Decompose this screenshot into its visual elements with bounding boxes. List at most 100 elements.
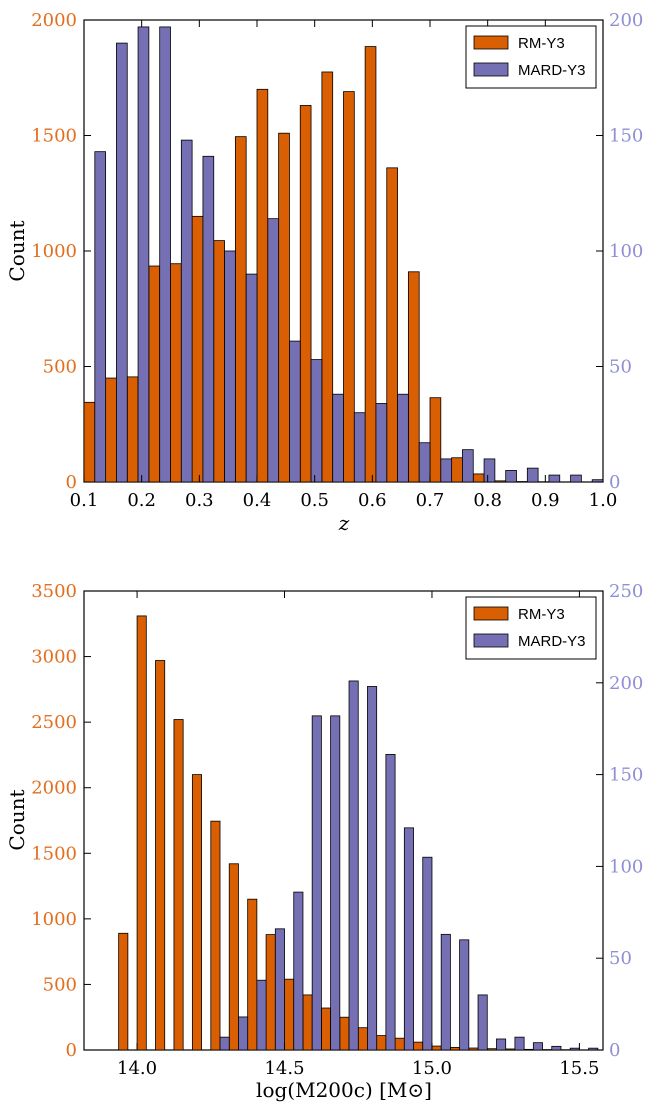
- bar-mard-y3-1-22: [532, 1042, 543, 1051]
- x-ticks-mass: 14.0 14.5 15.0 15.5: [117, 591, 599, 1079]
- bar-rm-y3-0-4: [170, 263, 182, 483]
- bar-rm-y3-0-1: [105, 377, 117, 483]
- y-tick-label-left: 0: [66, 472, 77, 493]
- bar-mard-y3-1-15: [403, 827, 414, 1051]
- bar-rm-y3-1-3: [173, 719, 184, 1051]
- x-tick-label: 0.5: [300, 490, 329, 511]
- x-tick-label: 15.0: [412, 1058, 452, 1079]
- bar-rm-y3-0-6: [213, 240, 225, 483]
- x-tick-label: 15.5: [559, 1058, 599, 1079]
- bar-rm-y3-0-11: [321, 71, 334, 483]
- bar-mard-y3-1-8: [274, 928, 285, 1051]
- bar-mard-y3-1-25: [588, 1047, 599, 1051]
- y-tick-label-left: 1000: [31, 909, 77, 930]
- y-tick-label-left: 3000: [31, 647, 77, 668]
- bar-mard-y3-1-16: [422, 856, 433, 1051]
- legend-swatch-mard-y3: [473, 62, 509, 77]
- bar-mard-y3-0-9: [289, 340, 301, 483]
- bar-mard-y3-1-6: [238, 1016, 249, 1051]
- bar-mard-y3-1-24: [569, 1047, 580, 1051]
- bar-mard-y3-1-7: [256, 979, 267, 1051]
- bar-rm-y3-1-4: [191, 774, 202, 1051]
- y-tick-label-left: 2000: [31, 778, 77, 799]
- y-tick-label-right: 150: [609, 765, 643, 786]
- bar-rm-y3-1-11: [320, 1007, 332, 1051]
- y-tick-label-left: 0: [66, 1040, 77, 1061]
- y-tick-label-left: 500: [43, 357, 77, 378]
- bar-mard-y3-0-6: [224, 250, 236, 483]
- bar-mard-y3-0-1: [116, 42, 128, 483]
- y-axis-label-redshift: Count: [5, 220, 29, 281]
- bar-mard-y3-1-19: [477, 994, 488, 1051]
- y-tick-label-left: 1500: [31, 843, 77, 864]
- bar-rm-y3-1-12: [339, 1016, 350, 1051]
- y-axis-label-mass: Count: [5, 789, 29, 850]
- y-tick-label-right: 200: [609, 10, 643, 31]
- legend-redshift: RM-Y3 MARD-Y3: [465, 25, 597, 89]
- y-tick-label-right: 150: [609, 126, 643, 147]
- x-tick-label: 0.9: [531, 490, 560, 511]
- x-tick-label: 0.3: [185, 490, 214, 511]
- bar-rm-y3-1-15: [394, 1037, 405, 1051]
- bar-mard-y3-0-4: [180, 139, 193, 483]
- legend-swatch-rm-y3: [473, 35, 509, 50]
- bar-rm-y3-1-5: [210, 820, 221, 1051]
- x-tick-label: 0.8: [473, 490, 502, 511]
- bar-rm-y3-0-7: [234, 136, 247, 483]
- x-tick-label: 14.0: [117, 1058, 157, 1079]
- bar-rm-y3-1-7: [247, 898, 258, 1051]
- x-tick-label: 0.1: [70, 490, 99, 511]
- bar-rm-y3-1-0: [118, 932, 129, 1051]
- bar-mard-y3-0-0: [94, 151, 107, 483]
- y-tick-label-right: 100: [609, 856, 643, 877]
- bar-mard-y3-0-22: [570, 474, 582, 483]
- bar-rm-y3-0-12: [343, 91, 355, 483]
- bar-mard-y3-0-17: [462, 449, 474, 483]
- y-tick-label-left: 3500: [31, 581, 77, 602]
- bars-mass: [118, 615, 599, 1051]
- x-tick-label: 0.2: [127, 490, 156, 511]
- x-tick-label: 0.7: [416, 490, 445, 511]
- bar-mard-y3-1-14: [385, 754, 396, 1051]
- bar-rm-y3-1-8: [265, 934, 276, 1051]
- bar-rm-y3-1-14: [376, 1035, 387, 1051]
- y-tick-label-right: 100: [609, 241, 643, 262]
- bar-mard-y3-1-9: [293, 891, 304, 1051]
- bar-rm-y3-1-10: [302, 994, 313, 1051]
- bar-rm-y3-0-18: [472, 473, 485, 483]
- bars-redshift: [83, 26, 604, 483]
- legend-swatch-rm-y3-mass: [473, 606, 509, 621]
- bar-mard-y3-0-20: [526, 467, 539, 483]
- y-tick-label-right: 0: [609, 472, 620, 493]
- x-tick-label: 1.0: [589, 490, 618, 511]
- bar-rm-y3-0-0: [83, 401, 96, 483]
- x-ticks-redshift: 0.1 0.2 0.3 0.4 0.5 0.6 0.7 0.8 0.9 1.0: [70, 20, 618, 511]
- y-tick-label-right: 200: [609, 673, 643, 694]
- bar-rm-y3-1-17: [431, 1045, 442, 1051]
- bar-mard-y3-0-3: [159, 26, 171, 483]
- bar-mard-y3-0-18: [483, 458, 496, 483]
- bar-rm-y3-0-17: [451, 457, 463, 483]
- bar-rm-y3-1-22: [523, 1048, 534, 1051]
- y-tick-label-left: 1500: [31, 126, 77, 147]
- legend-label-mard-y3-mass: MARD-Y3: [518, 633, 586, 650]
- bar-mard-y3-1-23: [551, 1045, 562, 1051]
- y-tick-label-left: 500: [43, 974, 77, 995]
- bar-rm-y3-1-19: [468, 1047, 479, 1051]
- bar-mard-y3-1-18: [459, 939, 470, 1051]
- y-tick-label-right: 250: [609, 581, 643, 602]
- bar-mard-y3-1-12: [348, 680, 359, 1051]
- bar-mard-y3-0-2: [137, 26, 150, 483]
- bar-rm-y3-0-19: [494, 480, 507, 483]
- bar-rm-y3-1-1: [136, 615, 147, 1051]
- y-tick-label-left: 2000: [31, 10, 77, 31]
- legend-label-rm-y3-mass: RM-Y3: [518, 606, 565, 623]
- bar-mard-y3-0-14: [397, 393, 409, 483]
- bar-mard-y3-0-11: [332, 393, 344, 483]
- y-ticks-right-redshift: 0 50 100 150 200: [596, 10, 643, 493]
- bar-rm-y3-1-21: [505, 1048, 516, 1051]
- bar-rm-y3-0-3: [148, 265, 161, 483]
- x-tick-label: 0.6: [358, 490, 387, 511]
- bar-rm-y3-0-2: [126, 376, 139, 483]
